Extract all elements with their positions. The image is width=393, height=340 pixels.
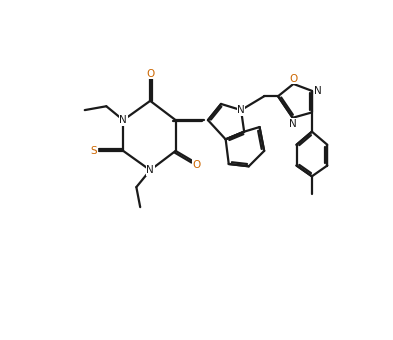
Text: N: N bbox=[314, 86, 322, 96]
Text: N: N bbox=[146, 165, 154, 175]
Text: O: O bbox=[146, 69, 154, 79]
Text: O: O bbox=[289, 73, 298, 84]
Text: N: N bbox=[289, 119, 297, 129]
Text: S: S bbox=[90, 146, 97, 156]
Text: O: O bbox=[192, 160, 200, 170]
Text: N: N bbox=[119, 115, 127, 125]
Text: N: N bbox=[237, 105, 245, 115]
